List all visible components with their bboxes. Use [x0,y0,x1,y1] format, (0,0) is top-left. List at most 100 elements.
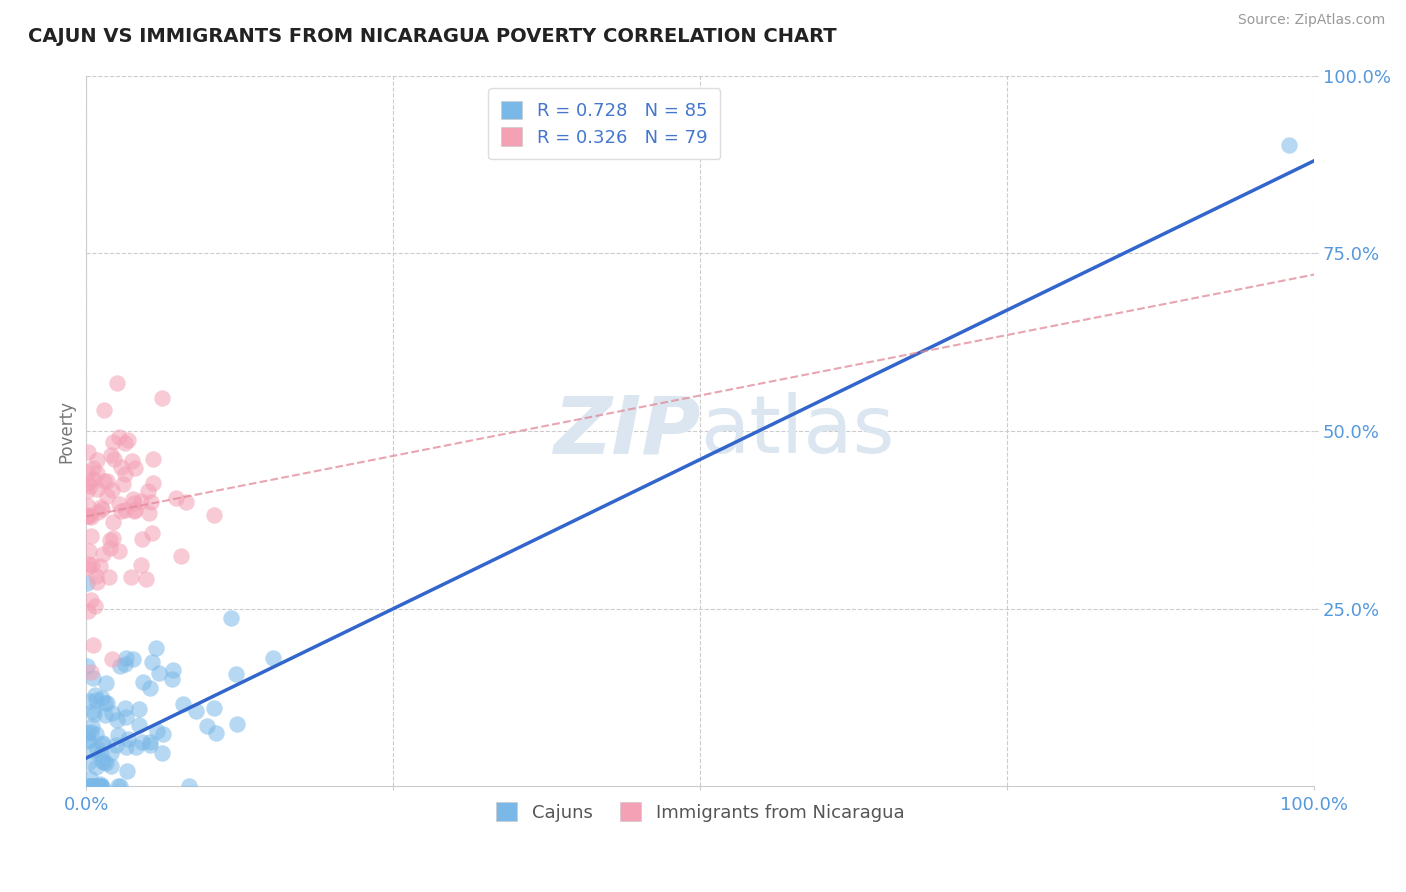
Point [114,467,136,481]
Point [132,675,155,690]
Text: CAJUN VS IMMIGRANTS FROM NICARAGUA POVERTY CORRELATION CHART: CAJUN VS IMMIGRANTS FROM NICARAGUA POVER… [28,27,837,45]
Point [136,483,159,498]
Point [89,780,111,794]
Point [111,476,134,491]
Point [84,780,107,794]
Point [89,777,111,791]
Point [122,491,145,506]
Point [76,575,98,590]
Point [89,559,111,574]
Point [96,489,118,503]
Point [179,780,201,794]
Point [79,780,101,794]
Point [100,448,122,462]
Point [80,724,103,739]
Point [96,696,118,710]
Point [79,771,101,785]
Point [76,659,98,673]
Point [86,452,108,467]
Point [96,474,118,488]
Point [142,451,165,466]
Point [225,666,247,681]
Point [117,731,139,746]
Point [114,710,136,724]
Point [121,454,143,468]
Point [80,529,103,543]
Point [93,403,115,417]
Point [90,500,112,515]
Point [114,502,136,516]
Point [101,706,124,721]
Point [93,474,115,488]
Point [86,742,108,756]
Point [90,691,112,706]
Point [131,532,153,546]
Point [98,541,121,555]
Point [101,516,124,530]
Point [114,436,136,450]
Point [93,755,115,769]
Point [139,734,162,748]
Point [80,780,103,794]
Point [131,735,153,749]
Point [77,557,100,571]
Point [83,780,105,794]
Point [219,611,242,625]
Point [105,714,128,728]
Point [89,780,111,794]
Point [94,756,117,770]
Point [77,694,100,708]
Point [76,500,98,514]
Point [174,494,197,508]
Point [77,508,100,522]
Point [108,497,131,511]
Point [79,479,101,493]
Point [146,724,169,739]
Point [114,657,136,672]
Point [77,544,100,558]
Point [80,665,103,679]
Point [139,494,162,508]
Point [115,739,138,754]
Point [79,593,101,607]
Point [141,655,163,669]
Point [80,719,103,733]
Point [202,701,225,715]
Point [77,509,100,524]
Point [77,604,100,618]
Point [77,780,100,794]
Point [152,727,174,741]
Point [150,746,173,760]
Point [120,570,142,584]
Point [139,738,162,752]
Point [77,726,100,740]
Point [128,701,150,715]
Point [170,549,193,563]
Point [96,675,118,690]
Point [202,508,225,522]
Point [107,376,129,390]
Point [83,599,105,613]
Point [84,780,107,794]
Y-axis label: Poverty: Poverty [58,400,75,462]
Point [86,575,108,590]
Point [83,706,105,721]
Point [100,652,122,666]
Point [262,650,284,665]
Point [91,737,114,751]
Point [100,533,122,547]
Point [160,672,183,686]
Point [77,476,100,491]
Point [86,466,108,480]
Point [162,663,184,677]
Point [82,671,104,685]
Point [142,476,165,491]
Point [82,704,104,718]
Point [124,460,146,475]
Point [100,747,122,761]
Point [84,760,107,774]
Point [138,681,160,695]
Point [122,504,145,518]
Point [80,510,103,524]
Point [97,570,120,584]
